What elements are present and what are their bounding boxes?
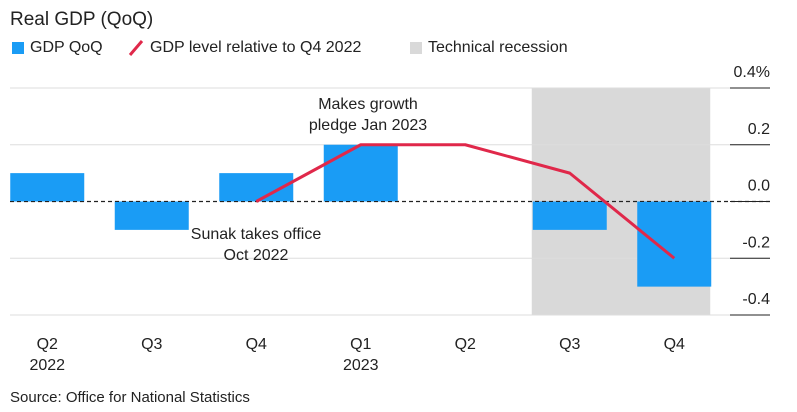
x-tick-label: Q2	[454, 336, 476, 353]
line	[255, 143, 676, 260]
x-tick-label: Q3	[559, 336, 581, 353]
bar	[532, 201, 607, 230]
x-tick-label: Q2 2022	[29, 336, 66, 374]
y-tick-label: -0.4	[742, 291, 770, 308]
annotation: Sunak takes office Oct 2022	[190, 226, 322, 264]
legend-label: GDP level relative to Q4 2022	[150, 39, 361, 56]
y-tick-label: 0.0	[748, 178, 770, 195]
y-tick-label: 0.4%	[734, 64, 770, 81]
x-tick-label: Q4	[245, 336, 267, 353]
legend-label: Technical recession	[428, 39, 568, 56]
bar	[114, 201, 189, 230]
legend-swatch	[410, 42, 422, 54]
legend-swatch	[12, 42, 24, 54]
annotation: Makes growth pledge Jan 2023	[308, 96, 428, 134]
bar	[10, 173, 85, 202]
legend-swatch	[128, 40, 144, 56]
x-tick-label: Q3	[141, 336, 163, 353]
y-tick-label: 0.2	[748, 121, 770, 138]
x-tick-label: Q1 2023	[342, 336, 379, 374]
source: Source: Office for National Statistics	[10, 389, 250, 406]
y-tick-label: -0.2	[742, 234, 770, 251]
chart-title: Real GDP (QoQ)	[10, 9, 153, 30]
bar	[323, 144, 398, 202]
bar	[637, 201, 712, 287]
x-tick-label: Q4	[663, 336, 685, 353]
legend-label: GDP QoQ	[30, 39, 103, 56]
